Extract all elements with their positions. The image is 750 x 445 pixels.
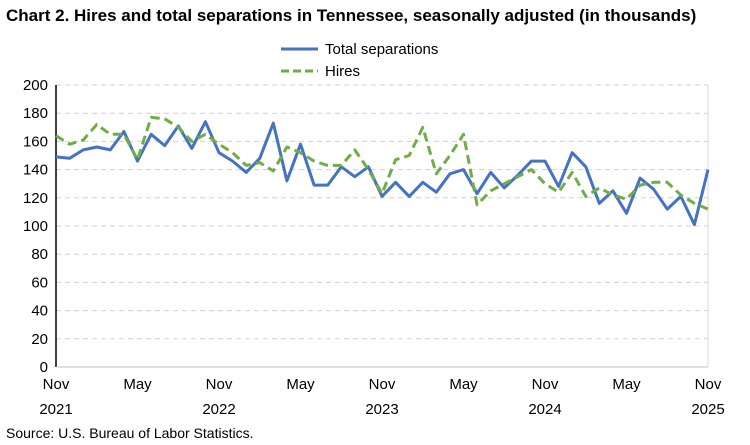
y-tick-label: 160 <box>23 133 48 150</box>
y-tick-label: 180 <box>23 105 48 122</box>
y-tick-label: 100 <box>23 218 48 235</box>
x-tick-year-label: 2023 <box>365 401 398 418</box>
x-tick-year-label: 2025 <box>691 401 724 418</box>
x-tick-year-label: 2021 <box>39 401 72 418</box>
y-tick-label: 120 <box>23 190 48 207</box>
x-tick-label: Nov <box>695 376 722 393</box>
legend-label: Hires <box>325 63 360 80</box>
y-tick-label: 20 <box>31 331 48 348</box>
x-tick-label: Nov <box>532 376 559 393</box>
series-line-total-separations <box>55 120 710 227</box>
x-tick-label: May <box>612 376 641 393</box>
source-note: Source: U.S. Bureau of Labor Statistics. <box>6 425 254 441</box>
y-tick-label: 80 <box>31 246 48 263</box>
legend-label: Total separations <box>325 41 438 58</box>
x-tick-year-label: 2024 <box>528 401 561 418</box>
x-tick-label: Nov <box>369 376 396 393</box>
y-tick-label: 60 <box>31 274 48 291</box>
chart-title: Chart 2. Hires and total separations in … <box>6 6 697 25</box>
x-tick-label: Nov <box>43 376 70 393</box>
y-tick-label: 0 <box>40 359 48 376</box>
y-tick-label: 40 <box>31 303 48 320</box>
x-tick-label: May <box>123 376 152 393</box>
x-tick-label: May <box>286 376 315 393</box>
x-tick-label: May <box>449 376 478 393</box>
y-tick-label: 200 <box>23 77 48 94</box>
x-tick-label: Nov <box>206 376 233 393</box>
series-line-hires <box>55 115 709 211</box>
y-tick-label: 140 <box>23 162 48 179</box>
x-tick-year-label: 2022 <box>202 401 235 418</box>
